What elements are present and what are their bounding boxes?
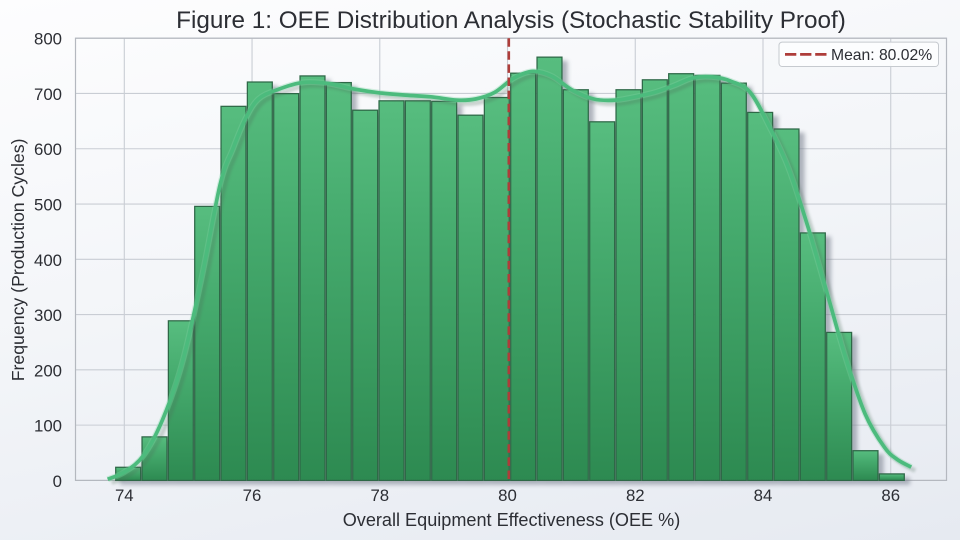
svg-text:700: 700 — [34, 85, 62, 104]
svg-text:Figure 1: OEE Distribution Ana: Figure 1: OEE Distribution Analysis (Sto… — [176, 7, 846, 34]
svg-text:600: 600 — [34, 140, 62, 159]
svg-text:76: 76 — [243, 486, 262, 505]
svg-text:100: 100 — [34, 417, 62, 436]
svg-text:82: 82 — [626, 486, 645, 505]
svg-text:80: 80 — [498, 486, 517, 505]
svg-text:84: 84 — [754, 486, 773, 505]
svg-text:74: 74 — [115, 486, 134, 505]
svg-text:200: 200 — [34, 361, 62, 380]
svg-text:Frequency (Production Cycles): Frequency (Production Cycles) — [8, 138, 28, 381]
svg-text:78: 78 — [370, 486, 389, 505]
svg-text:300: 300 — [34, 306, 62, 325]
svg-text:0: 0 — [53, 472, 62, 491]
svg-text:Overall Equipment Effectivenes: Overall Equipment Effectiveness (OEE %) — [343, 510, 681, 530]
svg-text:400: 400 — [34, 251, 62, 270]
svg-text:86: 86 — [881, 486, 900, 505]
svg-text:800: 800 — [34, 30, 62, 49]
svg-text:500: 500 — [34, 196, 62, 215]
svg-text:Mean: 80.02%: Mean: 80.02% — [831, 47, 932, 64]
